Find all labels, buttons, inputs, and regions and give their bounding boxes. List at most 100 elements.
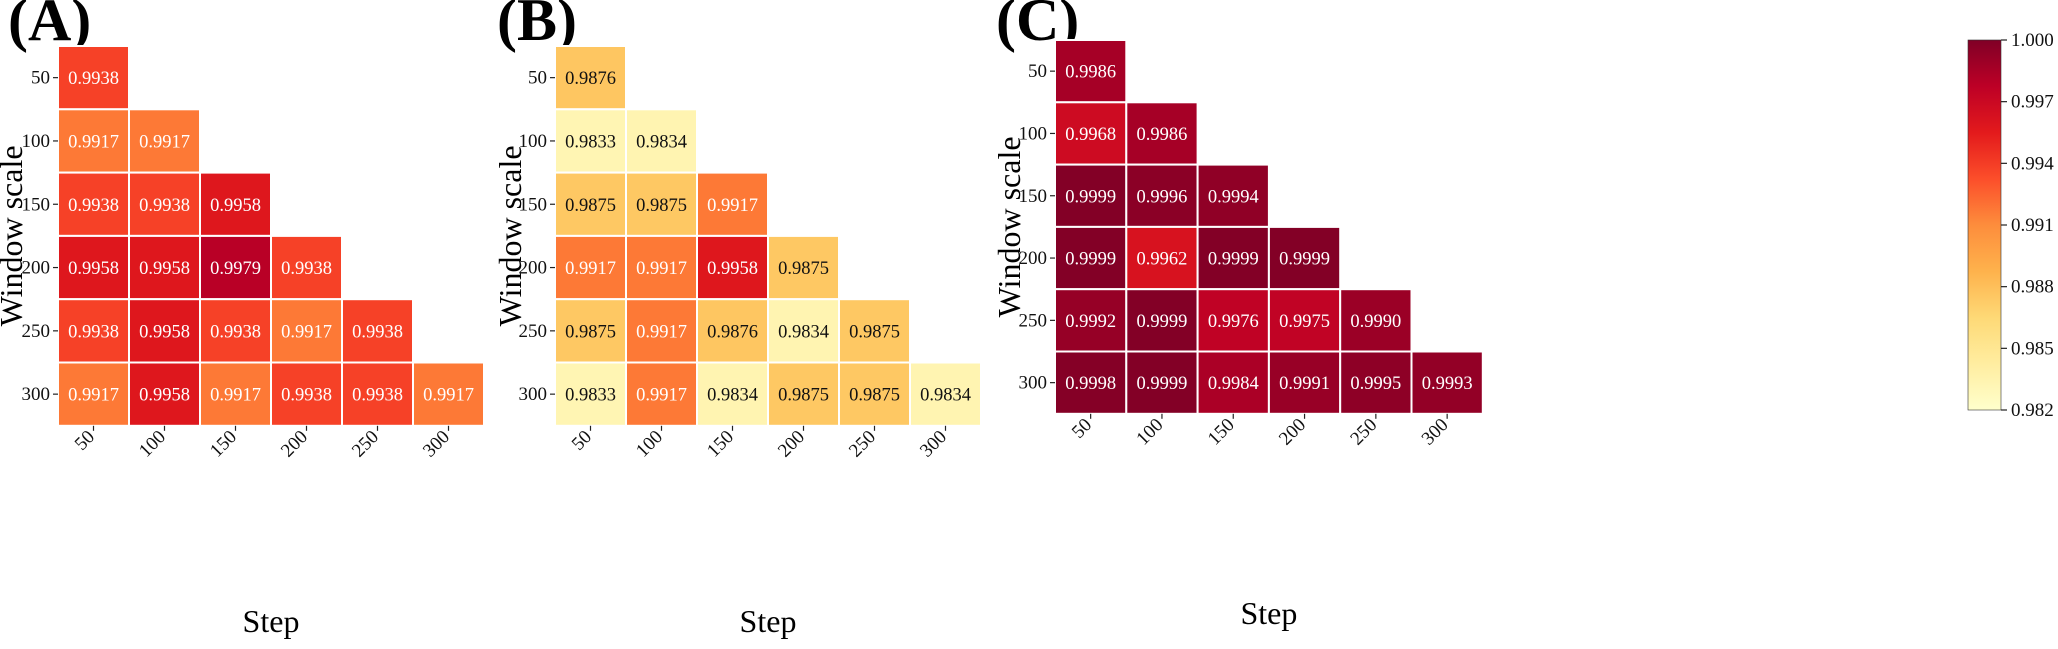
heatmap-cell: [57, 108, 130, 174]
colorbar-gradient: [1967, 39, 2002, 411]
y-tick-label: 250: [519, 321, 548, 342]
cell-value-label: 0.9938: [68, 69, 119, 89]
cell-value-label: 0.9995: [1350, 374, 1401, 394]
cell-value-label: 0.9958: [139, 259, 190, 279]
cell-value-label: 0.9958: [210, 196, 261, 216]
heatmap-cell: [128, 108, 201, 174]
colorbar-tick-label: 0.982: [2011, 400, 2054, 421]
cell-value-label: 0.9938: [281, 259, 332, 279]
cell-value-label: 0.9917: [139, 132, 190, 152]
heatmap-cell: [1054, 163, 1128, 228]
heatmap-cell: [767, 234, 840, 301]
cell-value-label: 0.9993: [1422, 374, 1473, 394]
x-tick-label: 50: [568, 426, 596, 454]
cell-value-label: 0.9875: [565, 196, 616, 216]
cell-value-label: 0.9938: [139, 196, 190, 216]
heatmap-cell: [1196, 163, 1270, 228]
y-tick-label: 50: [528, 68, 547, 89]
heatmap-cell: [1054, 288, 1128, 353]
cell-value-label: 0.9984: [1208, 374, 1259, 394]
cell-value-label: 0.9938: [281, 386, 332, 406]
x-tick-label: 100: [135, 426, 170, 461]
heatmap-cell: [270, 234, 343, 301]
heatmap-cell: [696, 298, 769, 364]
cell-value-label: 0.9998: [1065, 374, 1116, 394]
heatmap-cell: [199, 298, 272, 364]
cell-value-label: 0.9917: [636, 259, 687, 279]
y-tick-label: 250: [1019, 310, 1048, 331]
cell-value-label: 0.9992: [1065, 312, 1116, 332]
cell-value-label: 0.9917: [565, 259, 616, 279]
y-tick-label: 200: [1019, 248, 1048, 269]
x-tick-label: 250: [348, 426, 383, 461]
cell-value-label: 0.9975: [1279, 312, 1330, 332]
x-tick-label: 200: [277, 426, 312, 461]
x-tick-label: 100: [1132, 414, 1167, 449]
colorbar-tick-label: 0.985: [2011, 338, 2054, 359]
cell-value-label: 0.9917: [68, 386, 119, 406]
y-tick-label: 250: [22, 321, 51, 342]
cell-value-label: 0.9834: [778, 322, 829, 342]
colorbar-tick-label: 0.997: [2011, 92, 2054, 113]
cell-value-label: 0.9917: [210, 386, 261, 406]
x-tick-label: 200: [1275, 414, 1310, 449]
x-tick-label: 150: [703, 426, 738, 461]
cell-value-label: 0.9917: [68, 132, 119, 152]
x-tick-label: 250: [1346, 414, 1381, 449]
x-tick-label: 300: [1418, 414, 1453, 449]
colorbar-tick-label: 0.991: [2011, 215, 2054, 236]
cell-value-label: 0.9917: [636, 322, 687, 342]
y-tick-label: 50: [1028, 61, 1047, 82]
heatmap-cell: [1267, 225, 1342, 291]
cell-value-label: 0.9999: [1208, 250, 1259, 270]
cell-value-label: 0.9986: [1065, 63, 1116, 83]
heatmap-cell: [199, 361, 272, 427]
x-tick-label: 100: [632, 426, 667, 461]
heatmap-panel-1: (A) 0.9938 0.9917 0.9917 0.9938 0.9938 0.9958 0…: [0, 0, 485, 639]
cell-value-label: 0.9875: [849, 322, 900, 342]
y-tick-label: 50: [31, 68, 50, 89]
cell-value-label: 0.9979: [210, 259, 261, 279]
colorbar: 1.000 0.997 0.994 0.991 0.988 0.985 0.982: [1967, 30, 2054, 421]
y-tick-label: 150: [22, 194, 51, 215]
y-tick-label: 100: [1019, 123, 1048, 144]
y-tick-label: 200: [519, 258, 548, 279]
y-tick-label: 150: [1019, 186, 1048, 207]
heatmap-cell: [1196, 288, 1270, 353]
y-tick-label: 100: [519, 131, 548, 152]
cell-value-label: 0.9834: [636, 132, 687, 152]
cell-value-label: 0.9938: [68, 322, 119, 342]
cell-value-label: 0.9999: [1137, 312, 1188, 332]
cell-value-label: 0.9875: [636, 196, 687, 216]
heatmap-cell: [199, 234, 272, 301]
y-tick-label: 300: [1019, 373, 1048, 394]
y-tick-label: 200: [22, 258, 51, 279]
cell-value-label: 0.9999: [1065, 187, 1116, 207]
cell-value-label: 0.9833: [565, 132, 616, 152]
heatmap-cell: [1125, 101, 1199, 166]
cell-value-label: 0.9917: [636, 386, 687, 406]
colorbar-tick-label: 0.994: [2011, 153, 2054, 174]
cell-value-label: 0.9958: [139, 322, 190, 342]
y-tick-label: 300: [22, 384, 51, 405]
heatmap-cell: [1054, 225, 1128, 291]
x-tick-label: 300: [916, 426, 951, 461]
cell-value-label: 0.9999: [1065, 250, 1116, 270]
colorbar-tick-label: 0.988: [2011, 277, 2054, 298]
cell-value-label: 0.9938: [210, 322, 261, 342]
heatmap-cell: [1339, 350, 1413, 415]
heatmap-cell: [554, 45, 627, 111]
heatmap-cell: [1054, 350, 1128, 415]
x-axis-title: Step: [243, 603, 300, 639]
panel-label: (A): [8, 0, 91, 53]
colorbar-tick-label: 1.000: [2011, 30, 2054, 51]
heatmap-cell: [270, 361, 343, 427]
cell-value-label: 0.9875: [565, 322, 616, 342]
cell-value-label: 0.9875: [778, 386, 829, 406]
y-axis-title: Window scale: [492, 145, 528, 326]
x-tick-label: 300: [419, 426, 454, 461]
heatmap-cell: [696, 171, 769, 237]
cell-value-label: 0.9917: [281, 322, 332, 342]
cell-value-label: 0.9876: [707, 322, 758, 342]
